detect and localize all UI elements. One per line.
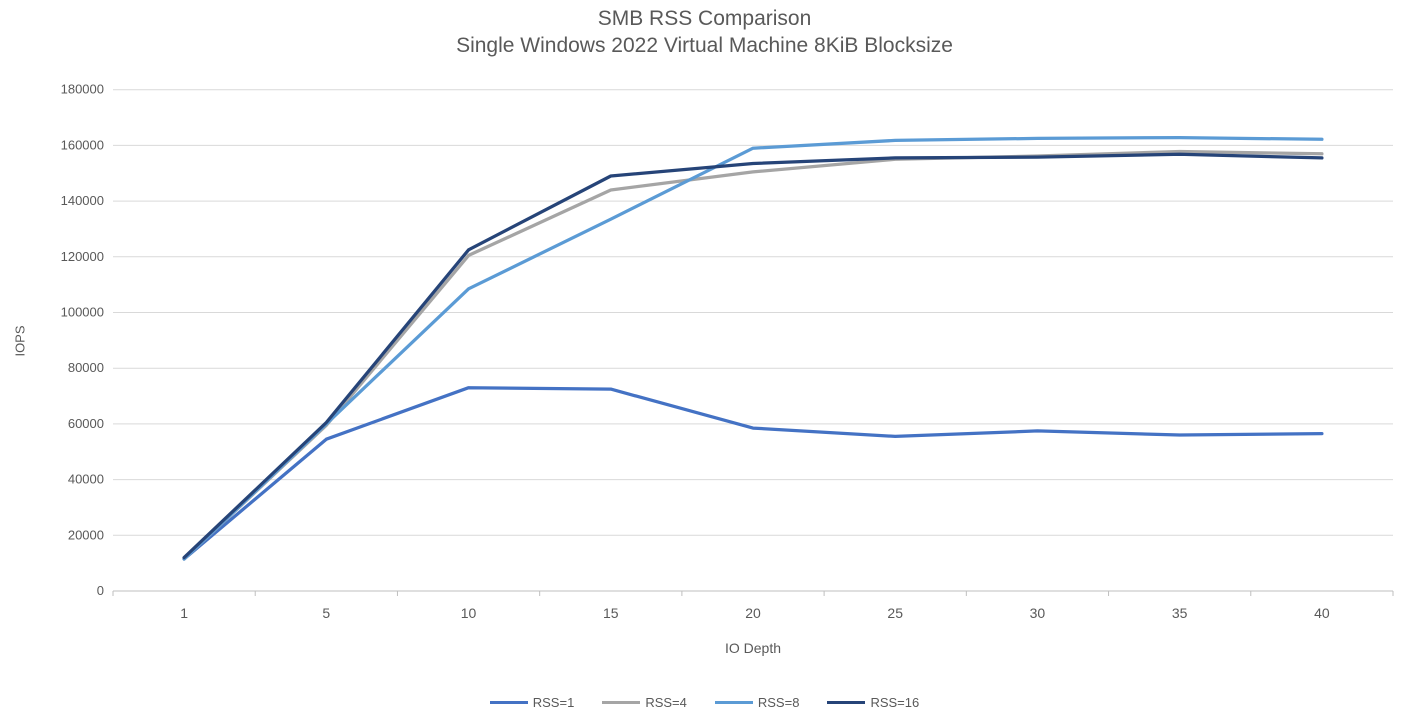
- legend-swatch: [827, 701, 866, 704]
- x-tick-label: 15: [603, 605, 619, 621]
- y-tick-label: 20000: [68, 527, 104, 542]
- legend-item-rss-16: RSS=16: [827, 695, 919, 710]
- x-tick-label: 35: [1172, 605, 1188, 621]
- x-tick-label: 5: [322, 605, 330, 621]
- legend-item-rss-4: RSS=4: [602, 695, 687, 710]
- legend-item-rss-8: RSS=8: [714, 695, 800, 710]
- y-tick-label: 140000: [61, 193, 104, 208]
- y-tick-label: 60000: [68, 416, 104, 431]
- chart-title-line2: Single Windows 2022 Virtual Machine 8KiB…: [456, 34, 953, 57]
- legend-swatch: [602, 701, 641, 704]
- y-tick-label: 80000: [68, 360, 104, 375]
- x-tick-label: 1: [180, 605, 188, 621]
- legend-label: RSS=1: [532, 695, 575, 710]
- legend-swatch: [714, 701, 753, 704]
- x-tick-label: 20: [745, 605, 761, 621]
- y-tick-label: 120000: [61, 249, 104, 264]
- legend-label: RSS=16: [870, 695, 920, 710]
- legend-label: RSS=4: [645, 695, 687, 710]
- series-line-rss-16: [182, 152, 1324, 560]
- series-line-rss-8: [182, 135, 1324, 561]
- x-tick-label: 40: [1314, 605, 1330, 621]
- chart-title-line1: SMB RSS Comparison: [597, 7, 812, 30]
- x-tick-label: 25: [887, 605, 903, 621]
- chart-title: SMB RSS Comparison Single Windows 2022 V…: [0, 5, 1409, 59]
- x-axis-title: IO Depth: [724, 640, 782, 656]
- series-line-rss-4: [182, 149, 1324, 561]
- y-axis-title: IOPS: [12, 325, 28, 357]
- legend-label: RSS=8: [757, 695, 800, 710]
- legend: RSS=1 RSS=4 RSS=8 RSS=16: [0, 695, 1409, 710]
- y-tick-label: 180000: [61, 82, 104, 97]
- y-tick-label: 40000: [68, 472, 104, 487]
- y-tick-label: 160000: [61, 137, 104, 152]
- y-tick-label: 100000: [61, 305, 104, 320]
- legend-swatch: [489, 701, 528, 704]
- series-line-rss-1: [182, 386, 1324, 561]
- legend-item-rss-1: RSS=1: [489, 695, 575, 710]
- y-tick-label: 0: [97, 583, 104, 598]
- x-tick-label: 10: [461, 605, 477, 621]
- x-tick-label: 30: [1030, 605, 1046, 621]
